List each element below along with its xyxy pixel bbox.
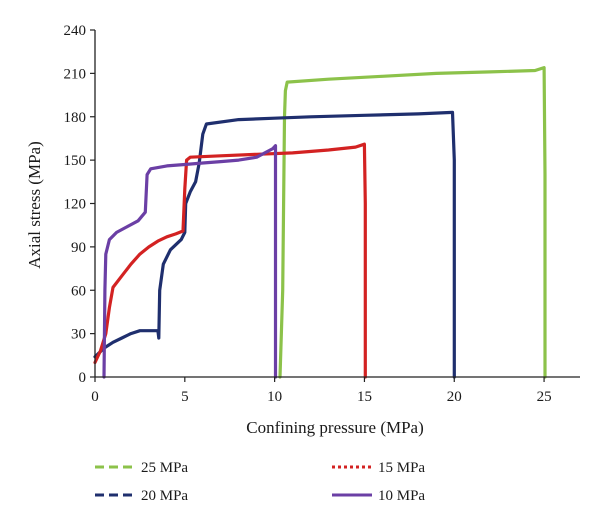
y-tick-label: 30 xyxy=(71,327,86,343)
series-line-10-mpa xyxy=(102,144,278,379)
y-tick-label: 240 xyxy=(64,23,87,39)
legend-label: 15 MPa xyxy=(378,460,425,476)
y-tick-label: 60 xyxy=(71,283,86,299)
x-tick-label: 25 xyxy=(537,389,552,405)
x-axis-label: Confining pressure (MPa) xyxy=(246,418,424,437)
axes xyxy=(94,30,580,378)
legend-label: 20 MPa xyxy=(141,488,188,504)
x-tick-label: 0 xyxy=(91,389,99,405)
legend-label: 10 MPa xyxy=(378,488,425,504)
plot-series xyxy=(93,66,547,379)
series-line-25-mpa xyxy=(278,66,547,379)
y-tick-label: 210 xyxy=(64,66,87,82)
series-line-15-mpa xyxy=(93,142,367,379)
x-tick-label: 20 xyxy=(447,389,462,405)
x-tick-label: 15 xyxy=(357,389,372,405)
y-tick-label: 150 xyxy=(64,153,87,169)
x-tick-label: 10 xyxy=(267,389,282,405)
tick-labels: 0 30 60 90 120 150 180 210 240 0 5 10 15 20 25 xyxy=(64,23,552,405)
y-tick-label: 0 xyxy=(79,370,87,386)
series-line-20-mpa xyxy=(93,110,456,379)
x-tick-label: 5 xyxy=(181,389,189,405)
y-tick-label: 120 xyxy=(64,197,87,213)
legend: 25 MPa 15 MPa 20 MPa 10 MPa xyxy=(95,460,425,504)
legend-label: 25 MPa xyxy=(141,460,188,476)
y-tick-label: 90 xyxy=(71,240,86,256)
y-tick-label: 180 xyxy=(64,110,87,126)
y-axis-label: Axial stress (MPa) xyxy=(25,141,44,268)
